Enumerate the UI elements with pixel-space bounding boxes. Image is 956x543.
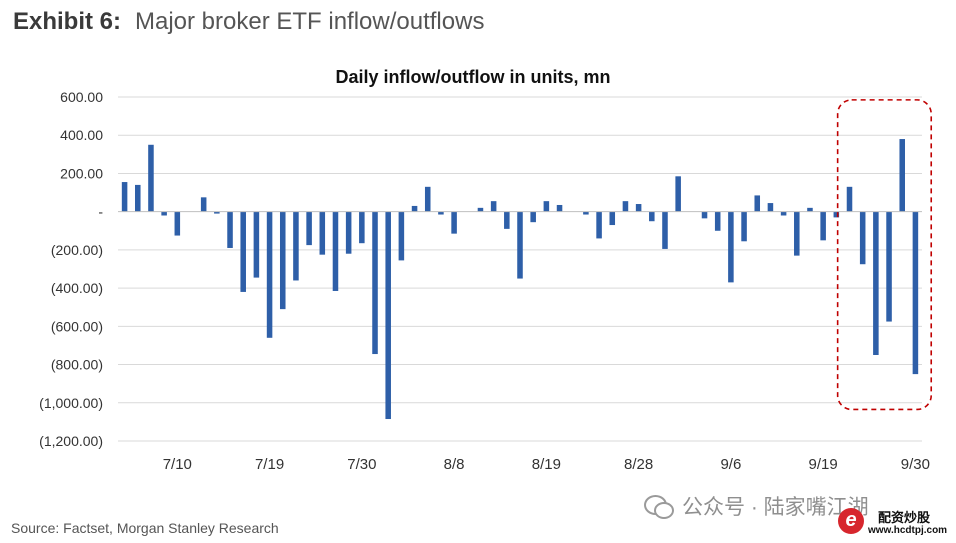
bar [385, 211, 391, 420]
y-tick-label: 200.00 [60, 165, 103, 181]
logo-name: 配资炒股 [878, 510, 931, 525]
watermark-text: 公众号 · 陆家嘴江湖 [682, 496, 869, 519]
y-tick-label: (200.00) [51, 242, 103, 258]
bar [662, 211, 668, 249]
x-axis-labels: 7/10 7/19 7/30 8/8 8/19 8/28 9/6 9/19 9/30 [163, 456, 930, 473]
chart-title: Daily inflow/outflow in units, mn [336, 67, 611, 87]
logo-url: www.hcdtpj.com [868, 525, 948, 536]
bar [741, 211, 747, 242]
bar [306, 211, 312, 246]
bar [886, 211, 892, 322]
bar [701, 211, 708, 219]
y-tick-label: (1,000.00) [39, 395, 103, 411]
bar [490, 201, 497, 212]
y-tick-label: (1,200.00) [39, 433, 103, 449]
bar [583, 211, 589, 215]
exhibit-title: Major broker ETF inflow/outflows [135, 8, 485, 35]
x-tick-label: 8/19 [532, 456, 561, 473]
bar [161, 211, 167, 216]
x-tick-label: 8/8 [444, 456, 465, 473]
bar [174, 211, 181, 236]
bar [227, 211, 233, 248]
bar [121, 182, 128, 212]
wechat-icon [644, 493, 674, 519]
bar [438, 211, 444, 215]
bar [451, 211, 457, 234]
bar [200, 197, 207, 212]
bar [714, 211, 721, 231]
bar [556, 204, 563, 212]
bar [530, 211, 536, 223]
y-tick-label: 600.00 [60, 89, 103, 105]
bar [240, 211, 246, 292]
bar [728, 211, 734, 283]
x-tick-label: 7/30 [347, 456, 376, 473]
bar [846, 186, 853, 212]
bar [780, 211, 787, 216]
bar [135, 184, 141, 212]
bar [293, 211, 299, 281]
bar [635, 204, 642, 212]
source-note: Source: Factset, Morgan Stanley Research [11, 520, 279, 536]
bar [622, 201, 629, 212]
bar [899, 139, 905, 212]
bar [675, 176, 681, 212]
x-tick-label: 7/10 [163, 456, 192, 473]
bar [596, 211, 602, 239]
y-tick-label: - [98, 204, 103, 220]
x-tick-label: 7/19 [255, 456, 284, 473]
bar [609, 211, 616, 226]
bar [424, 186, 431, 212]
bar [332, 211, 339, 291]
y-tick-label: (800.00) [51, 357, 103, 373]
highlight-box [836, 99, 933, 411]
bar [359, 211, 365, 244]
x-tick-label: 9/6 [720, 456, 741, 473]
exhibit-header: Exhibit 6: Major broker ETF inflow/outfl… [13, 8, 484, 36]
y-axis-labels: 600.00 400.00 200.00 - (200.00) (400.00) (600.… [39, 89, 103, 449]
x-tick-label: 9/19 [809, 456, 838, 473]
bar [912, 211, 919, 375]
bar [214, 211, 220, 214]
bar [345, 211, 352, 254]
x-tick-label: 9/30 [901, 456, 930, 473]
logo-mark: e [838, 508, 864, 534]
bar [372, 211, 378, 355]
gridlines [118, 96, 922, 442]
bars [118, 139, 922, 420]
bar [767, 203, 774, 212]
y-tick-label: (400.00) [51, 280, 103, 296]
annotations [836, 99, 933, 411]
bar [820, 211, 826, 241]
watermark: 公众号 · 陆家嘴江湖 [644, 491, 869, 521]
bar [319, 211, 326, 255]
bar [504, 211, 510, 229]
site-logo: e 配资炒股 www.hcdtpj.com [838, 504, 956, 543]
bar [754, 195, 761, 212]
bar [543, 201, 550, 212]
exhibit-label: Exhibit 6: [13, 8, 122, 35]
bar [279, 211, 286, 310]
bar [398, 211, 405, 261]
bar [411, 205, 418, 212]
y-tick-label: 400.00 [60, 127, 103, 143]
bar [517, 211, 523, 279]
bar [794, 211, 800, 256]
x-tick-label: 8/28 [624, 456, 653, 473]
y-tick-label: (600.00) [51, 318, 103, 334]
bar [253, 211, 260, 278]
bar [148, 144, 154, 212]
bar [833, 211, 840, 218]
bar [266, 211, 273, 338]
bar [873, 211, 879, 355]
bar [807, 207, 813, 212]
bar [859, 211, 866, 265]
bar [477, 207, 484, 212]
bar [649, 211, 655, 222]
